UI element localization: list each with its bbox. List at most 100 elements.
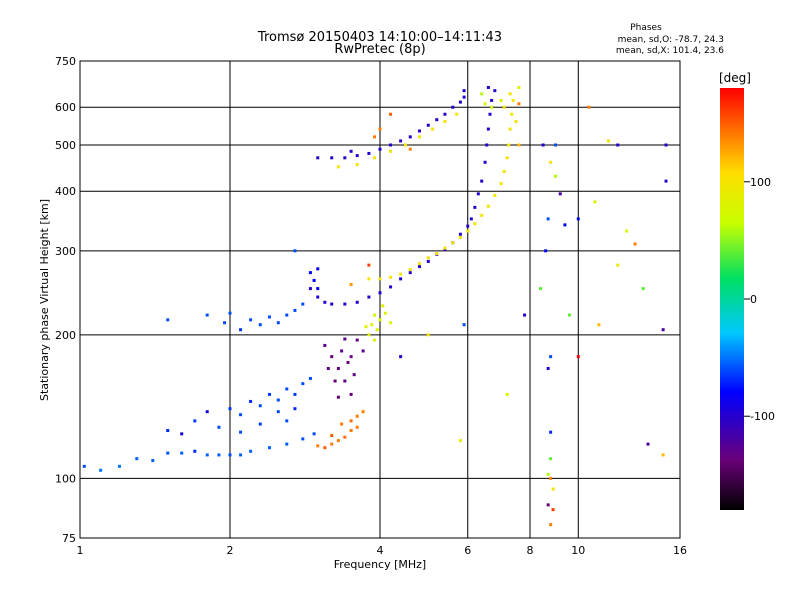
data-point [544,249,548,253]
data-point [646,442,650,446]
data-point [607,139,611,143]
stats-heading: Phases [630,23,662,33]
data-point [466,224,470,228]
data-point [549,476,553,480]
data-point [117,464,121,468]
data-point [399,139,403,143]
data-point [249,399,253,403]
data-point [546,503,550,507]
x-tick-label: 8 [527,544,534,557]
data-point [426,256,430,260]
data-point [267,392,271,396]
stats-line-o: mean, sd,O: -78.7, 24.3 [618,35,724,45]
data-point [480,92,484,96]
data-point [517,143,521,147]
data-point [458,235,462,239]
data-point [541,143,545,147]
data-point [483,160,487,164]
data-point [507,143,511,147]
data-point [375,328,379,332]
data-point [151,459,155,463]
data-point [417,129,421,133]
data-point [499,182,503,186]
data-point [349,149,353,153]
data-point [549,457,553,461]
data-point [499,98,503,102]
data-point [587,105,591,109]
data-point [508,92,512,96]
data-point [381,304,385,308]
data-point [180,451,184,455]
data-point [355,338,359,342]
data-point [399,277,403,281]
data-point [367,277,371,281]
data-point [510,112,514,116]
data-point [511,98,515,102]
y-tick-label: 100 [55,472,76,485]
data-point [389,321,393,325]
data-point [403,143,407,147]
data-point [558,192,562,196]
data-point [493,193,497,197]
data-point [378,318,382,322]
data-point [576,217,580,221]
data-point [417,262,421,266]
data-point [505,156,509,160]
data-point [505,392,509,396]
data-point [383,311,387,315]
data-point [340,422,344,426]
data-point [549,430,553,434]
data-point [576,355,580,359]
data-point [239,430,243,434]
data-point [285,442,289,446]
data-point [330,355,334,359]
data-point [553,174,557,178]
x-axis-label: Frequency [MHz] [334,558,426,571]
data-point [343,379,347,383]
y-tick-label: 300 [55,245,76,258]
data-point [349,355,353,359]
x-tick-label: 16 [673,544,687,557]
colorbar-ticks: 100 0 -100 [744,176,775,423]
data-point [435,118,439,122]
data-point [249,449,253,453]
data-point [166,318,170,322]
data-point [473,222,477,226]
data-point [330,156,334,160]
data-point [378,277,382,281]
y-tick-label: 600 [55,101,76,114]
data-point [370,323,374,327]
data-point [493,89,497,93]
data-point [343,156,347,160]
data-point [443,112,447,116]
data-point [258,323,262,327]
x-tick-label: 4 [377,544,384,557]
data-point [82,464,86,468]
data-point [367,295,371,299]
data-point [443,246,447,250]
data-point [293,249,297,253]
data-point [563,223,567,227]
data-point [349,429,353,433]
data-point [336,165,340,169]
data-point [546,366,550,370]
data-point [239,328,243,332]
data-point [502,169,506,173]
colorbar-tick-label: 100 [750,176,771,189]
data-point [553,143,557,147]
data-point [469,217,473,221]
data-point [258,422,262,426]
data-point [473,205,477,209]
data-point [399,355,403,359]
data-point [616,143,620,147]
data-point [408,268,412,272]
data-point [373,338,377,342]
data-point [661,453,665,457]
data-point [462,89,466,93]
data-point [408,135,412,139]
data-point [625,229,629,233]
data-point [661,328,665,332]
data-point [99,468,103,472]
data-point [480,179,484,183]
data-point [352,373,356,377]
